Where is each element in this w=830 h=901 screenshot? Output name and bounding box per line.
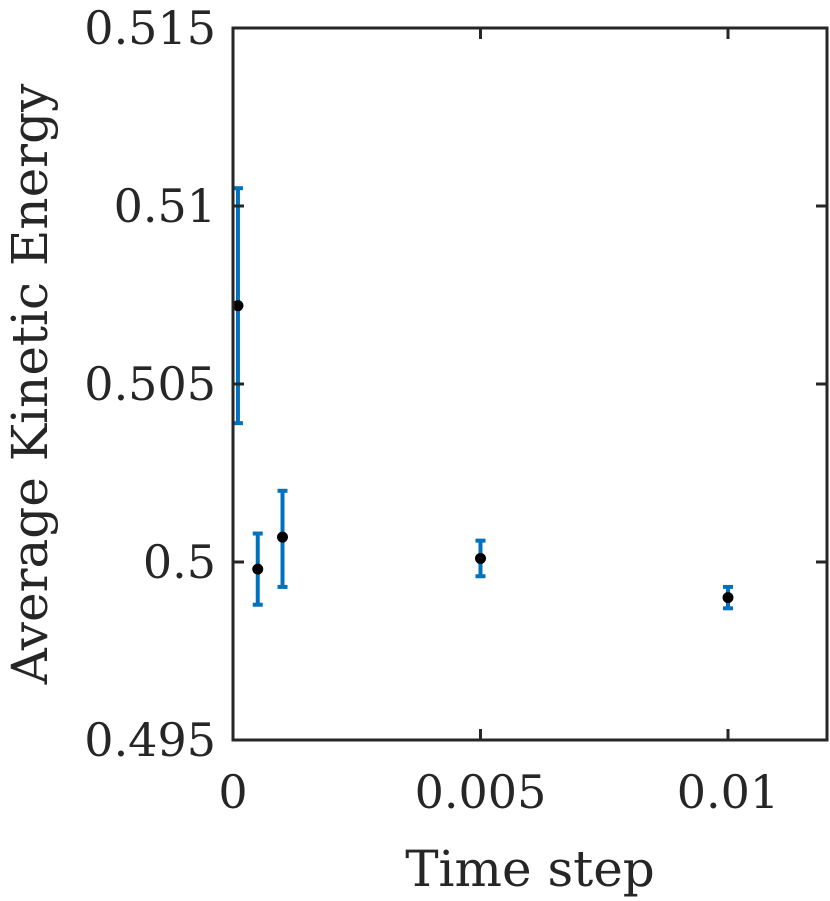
- y-axis-title: Average Kinetic Energy: [1, 83, 59, 685]
- x-tick-label: 0.01: [677, 765, 779, 819]
- x-tick-label: 0.005: [415, 765, 547, 819]
- tick-labels: 0 0.005 0.01 0.495 0.5 0.505 0.51 0.515: [84, 1, 779, 819]
- data-point: [252, 563, 264, 575]
- x-axis-title: Time step: [405, 840, 655, 898]
- y-tick-label: 0.495: [84, 713, 216, 767]
- data-point: [277, 531, 288, 543]
- x-tick-label: 0: [218, 765, 247, 819]
- data-point: [722, 592, 734, 604]
- axis-ticks: [231, 26, 827, 742]
- y-tick-label: 0.505: [84, 357, 216, 411]
- y-tick-label: 0.515: [84, 1, 216, 55]
- y-tick-label: 0.51: [114, 179, 216, 233]
- plot-marks: [232, 186, 734, 611]
- axes-box: [231, 26, 829, 742]
- y-tick-label: 0.5: [143, 535, 216, 589]
- data-point: [232, 300, 244, 312]
- data-point: [475, 552, 486, 564]
